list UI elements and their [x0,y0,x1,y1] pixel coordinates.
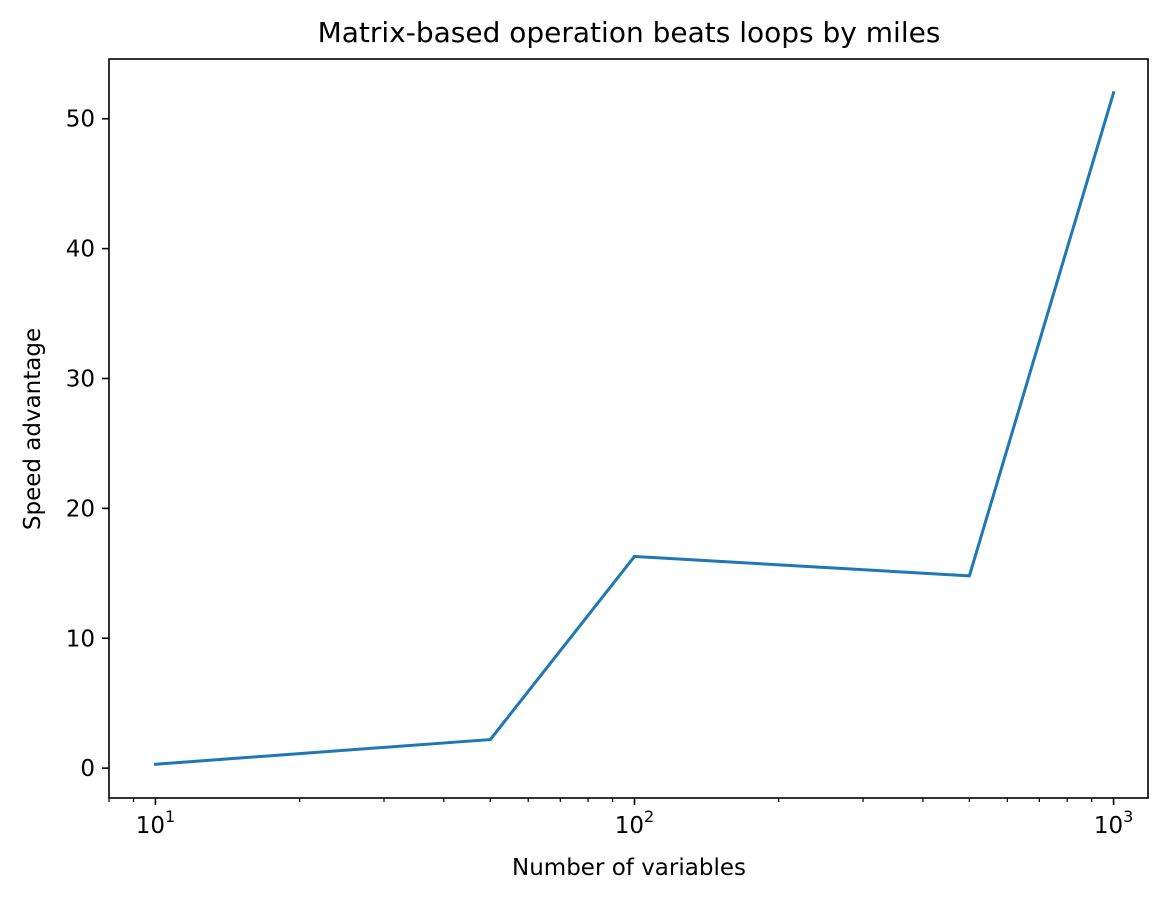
y-tick-label-5: 50 [66,107,95,133]
y-tick-label-2: 20 [66,496,95,522]
y-tick-label-0: 0 [80,756,95,782]
chart-title: Matrix-based operation beats loops by mi… [318,16,941,49]
y-tick-label-4: 40 [66,237,95,263]
plot-area [108,58,1149,799]
x-tick-label-1: 102 [615,807,654,839]
x-tick-label-0: 101 [136,807,175,839]
y-axis-label: Speed advantage [20,328,46,530]
y-tick-label-1: 10 [66,626,95,652]
axis-ticks: 101 102 103 0 10 20 30 40 50 [66,107,1134,839]
series-line-0 [153,90,1116,766]
x-axis-label: Number of variables [512,855,746,881]
y-tick-label-3: 30 [66,366,95,392]
axes-frame [108,58,1149,799]
x-tick-label-2: 103 [1094,807,1133,839]
